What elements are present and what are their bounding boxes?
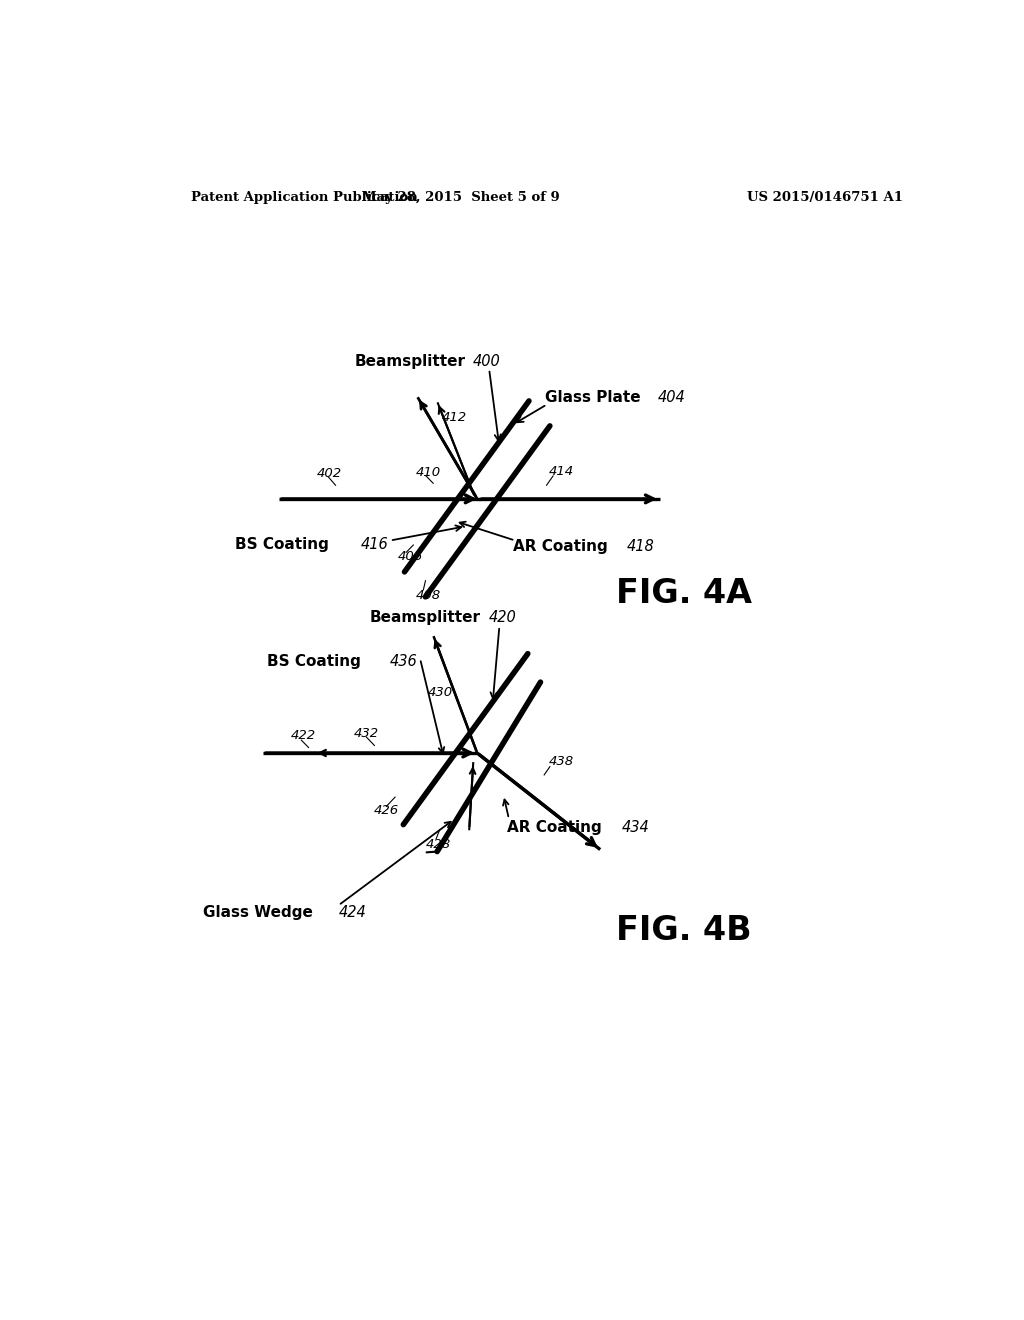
Text: Patent Application Publication: Patent Application Publication [191, 190, 418, 203]
Text: 414: 414 [549, 465, 573, 478]
Text: 428: 428 [426, 838, 451, 851]
Text: Glass Plate: Glass Plate [545, 389, 640, 405]
Text: 406: 406 [397, 550, 423, 564]
Text: AR Coating: AR Coating [513, 539, 607, 554]
Text: 432: 432 [354, 727, 379, 741]
Text: 436: 436 [390, 653, 418, 669]
Text: FIG. 4A: FIG. 4A [615, 577, 752, 610]
Text: 408: 408 [416, 589, 440, 602]
Text: 430: 430 [428, 685, 453, 698]
Text: 426: 426 [374, 804, 399, 817]
Text: 416: 416 [360, 537, 388, 552]
Text: 400: 400 [473, 354, 501, 370]
Text: US 2015/0146751 A1: US 2015/0146751 A1 [748, 190, 903, 203]
Text: 434: 434 [622, 820, 649, 834]
Text: 420: 420 [489, 610, 517, 626]
Text: 412: 412 [441, 411, 467, 424]
Text: 404: 404 [658, 389, 686, 405]
Text: Beamsplitter: Beamsplitter [354, 354, 465, 370]
Text: Glass Wedge: Glass Wedge [204, 906, 313, 920]
Text: BS Coating: BS Coating [267, 653, 360, 669]
Text: 424: 424 [338, 906, 366, 920]
Text: BS Coating: BS Coating [236, 537, 329, 552]
Text: Beamsplitter: Beamsplitter [370, 610, 481, 626]
Text: AR Coating: AR Coating [507, 820, 602, 834]
Text: 418: 418 [627, 539, 654, 554]
Text: FIG. 4B: FIG. 4B [615, 915, 752, 948]
Text: 402: 402 [316, 467, 342, 480]
Text: 438: 438 [549, 755, 573, 768]
Text: May 28, 2015  Sheet 5 of 9: May 28, 2015 Sheet 5 of 9 [362, 190, 560, 203]
Text: 422: 422 [291, 729, 315, 742]
Text: 410: 410 [416, 466, 441, 479]
